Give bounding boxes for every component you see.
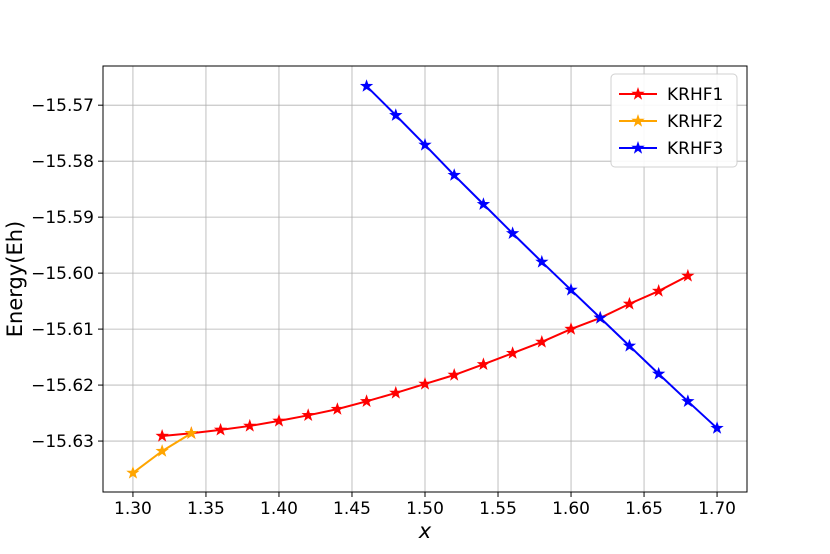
legend-label: KRHF3 (667, 139, 723, 159)
x-tick-label: 1.50 (406, 499, 444, 519)
x-axis-label: x (418, 519, 432, 543)
point-marker (476, 357, 491, 370)
legend-box (610, 73, 738, 168)
plot-frame (102, 65, 748, 493)
x-tick-label: 1.35 (187, 499, 225, 519)
point-marker (126, 466, 140, 479)
point-marker (681, 394, 695, 407)
point-marker (506, 346, 520, 359)
y-tick-label: −15.60 (31, 264, 94, 284)
point-marker (535, 335, 549, 348)
point-marker (418, 137, 432, 151)
point-marker (155, 429, 169, 442)
point-marker (652, 366, 666, 380)
point-marker (301, 408, 315, 421)
point-marker (389, 108, 403, 121)
legend-marker (631, 87, 645, 100)
legend-label: KRHF2 (667, 112, 723, 132)
legend-marker (631, 114, 645, 127)
y-tick-label: −15.57 (31, 96, 94, 116)
point-marker (564, 322, 578, 335)
point-marker (564, 282, 578, 296)
y-axis-label: Energy(Eh) (3, 221, 27, 337)
point-marker (359, 394, 374, 407)
point-marker (447, 368, 461, 381)
point-marker (389, 385, 403, 399)
x-tick-label: 1.65 (625, 499, 663, 519)
point-marker (710, 421, 724, 434)
point-marker (359, 79, 374, 92)
point-marker (681, 268, 695, 282)
point-marker (213, 422, 228, 436)
point-marker (330, 402, 344, 415)
y-tick-label: −15.62 (31, 376, 94, 396)
y-tick-label: −15.63 (31, 432, 94, 452)
point-marker (476, 197, 491, 210)
legend-label: KRHF1 (667, 85, 723, 105)
y-tick-label: −15.61 (31, 320, 94, 340)
x-tick-label: 1.30 (114, 499, 152, 519)
x-tick-label: 1.60 (552, 499, 590, 519)
point-marker (418, 377, 432, 390)
x-tick-label: 1.55 (479, 499, 517, 519)
point-marker (243, 418, 257, 432)
y-tick-label: −15.58 (31, 152, 94, 172)
x-tick-label: 1.70 (698, 499, 736, 519)
point-marker (535, 254, 549, 268)
point-marker (272, 413, 286, 427)
point-marker (622, 338, 637, 352)
point-marker (184, 426, 198, 439)
point-marker (652, 284, 666, 297)
point-marker (593, 310, 607, 324)
point-marker (155, 444, 169, 457)
x-tick-label: 1.40 (260, 499, 298, 519)
x-tick-label: 1.45 (333, 499, 371, 519)
point-marker (447, 168, 461, 181)
legend-marker (631, 141, 645, 154)
y-tick-label: −15.59 (31, 208, 94, 228)
point-marker (622, 296, 637, 310)
point-marker (506, 226, 520, 239)
